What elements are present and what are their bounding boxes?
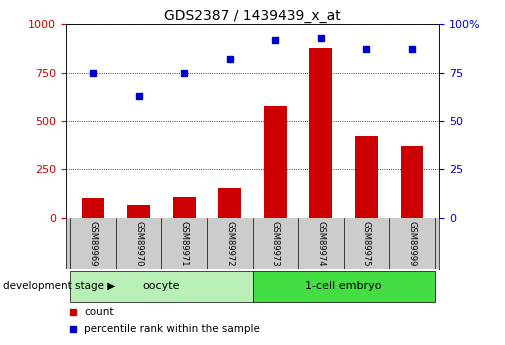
- Text: 1-cell embryo: 1-cell embryo: [306, 282, 382, 292]
- Bar: [252, 271, 435, 302]
- Text: GSM89971: GSM89971: [180, 221, 189, 266]
- Bar: [310, 48, 332, 218]
- Bar: [82, 198, 105, 218]
- Text: oocyte: oocyte: [142, 282, 180, 292]
- Text: count: count: [84, 307, 114, 317]
- Text: development stage ▶: development stage ▶: [3, 282, 115, 292]
- Bar: [218, 188, 241, 218]
- Bar: [400, 146, 423, 218]
- Bar: [127, 205, 150, 218]
- Text: GSM89972: GSM89972: [225, 221, 234, 266]
- Bar: [70, 271, 252, 302]
- Bar: [173, 197, 195, 218]
- Text: GSM89970: GSM89970: [134, 221, 143, 266]
- Text: GSM89969: GSM89969: [88, 221, 97, 266]
- Text: GSM89973: GSM89973: [271, 221, 280, 266]
- Bar: [355, 136, 378, 218]
- Text: GSM89999: GSM89999: [408, 221, 417, 266]
- Title: GDS2387 / 1439439_x_at: GDS2387 / 1439439_x_at: [164, 9, 341, 23]
- Text: percentile rank within the sample: percentile rank within the sample: [84, 325, 260, 335]
- Text: GSM89975: GSM89975: [362, 221, 371, 266]
- Bar: [264, 106, 287, 218]
- Text: GSM89974: GSM89974: [316, 221, 325, 266]
